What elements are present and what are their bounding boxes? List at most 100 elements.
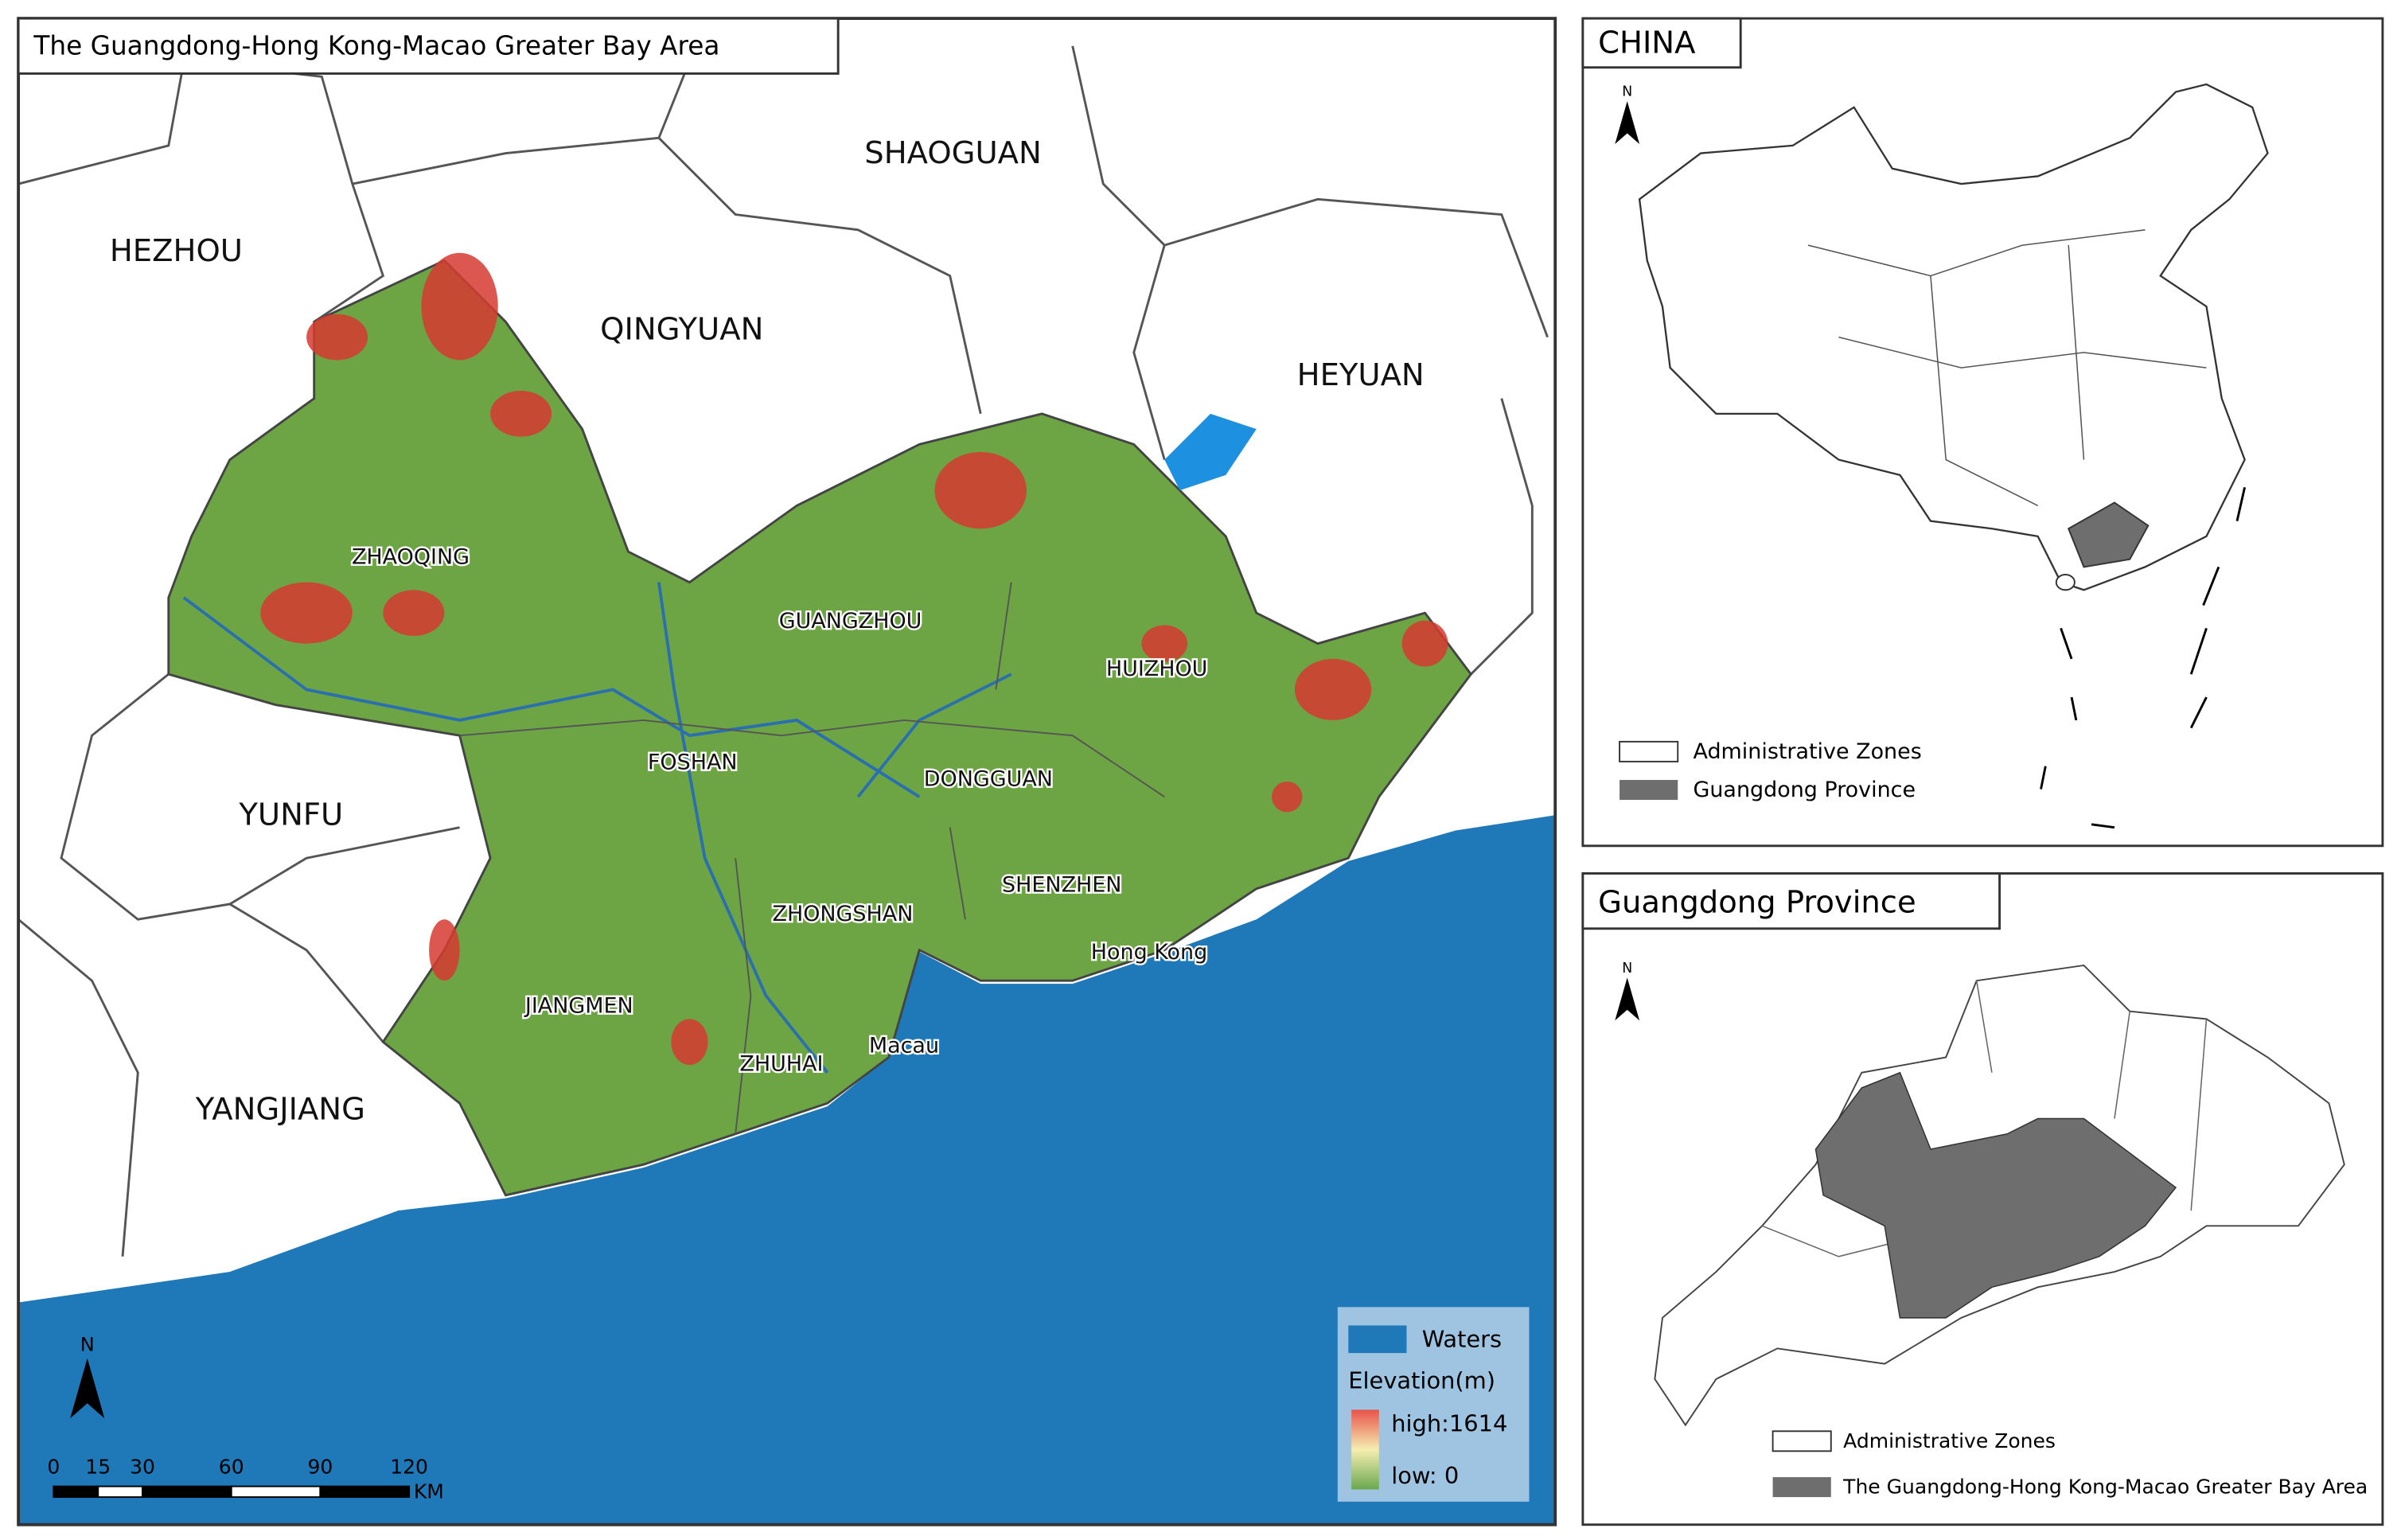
high-elevation: [306, 314, 368, 361]
district-boundary: [2114, 1011, 2130, 1119]
district-boundary: [735, 858, 752, 1134]
boundary: [18, 918, 139, 1257]
boundary: [18, 60, 385, 323]
province-boundary: [2068, 245, 2085, 460]
city-label: HUIZHOU: [1106, 657, 1208, 681]
bay-area: [167, 259, 1473, 1197]
city-label: GUANGZHOU: [779, 609, 922, 634]
scale-label: 60: [219, 1455, 244, 1478]
boundary: [352, 60, 691, 185]
boundary: [1470, 398, 1534, 676]
dashed-boundary: [2040, 766, 2047, 789]
high-elevation: [260, 582, 353, 644]
legend-label: Administrative Zones: [1693, 739, 1921, 764]
province-boundary: [1930, 275, 2039, 507]
legend-label: Waters: [1422, 1326, 1502, 1353]
legend-swatch: [1619, 740, 1679, 762]
dashed-boundary: [2202, 566, 2220, 606]
city-label: YUNFU: [238, 797, 343, 833]
reservoir: [1164, 413, 1257, 491]
scale-segment: [97, 1485, 144, 1499]
island: [2055, 574, 2076, 591]
city-label: QINGYUAN: [600, 311, 763, 347]
legend-label: The Guangdong-Hong Kong-Macao Greater Ba…: [1842, 1476, 2368, 1499]
high-elevation: [383, 590, 445, 637]
district-boundary: [995, 582, 1012, 690]
scale-segment: [230, 1485, 322, 1499]
guangdong-highlight: [2067, 501, 2150, 568]
scale-segment: [142, 1485, 232, 1499]
city-label: ZHONGSHAN: [772, 902, 913, 926]
scale-segment: [319, 1485, 411, 1499]
district-boundary: [459, 719, 1165, 797]
river: [856, 673, 1012, 798]
high-elevation: [421, 252, 498, 361]
city-label: JIANGMEN: [524, 993, 633, 1018]
city-label: SHAOGUAN: [864, 135, 1042, 171]
inset-title: CHINA: [1598, 25, 1696, 60]
north-label: N: [80, 1332, 95, 1355]
legend-gradient: [1351, 1409, 1379, 1490]
bay-area-highlight: [1814, 1071, 2177, 1319]
boundary: [229, 903, 384, 1043]
scale-unit: KM: [414, 1480, 444, 1503]
dashed-boundary: [2091, 823, 2115, 829]
north-label: N: [1622, 84, 1632, 100]
district-boundary: [1975, 981, 1993, 1073]
boundary: [657, 137, 982, 415]
high-elevation: [1401, 620, 1448, 667]
scale-label: 30: [130, 1455, 155, 1478]
district-boundary: [2190, 1019, 2208, 1211]
city-label: ZHAOQING: [352, 544, 470, 569]
city-label: ZHUHAI: [739, 1052, 823, 1077]
title-box: [1581, 872, 2001, 930]
city-label: YANGJIANG: [195, 1091, 365, 1127]
map-title: The Guangdong-Hong Kong-Macao Greater Ba…: [33, 31, 719, 61]
legend-swatch: [1620, 780, 1678, 801]
dashed-boundary: [2189, 696, 2208, 729]
river: [182, 596, 921, 798]
legend-swatch: [1772, 1477, 1831, 1498]
high-elevation: [429, 919, 460, 981]
country-outline: [1638, 83, 2269, 591]
scale-label: 0: [47, 1455, 60, 1478]
legend-label: low: 0: [1391, 1462, 1459, 1489]
city-label: Macau: [869, 1034, 939, 1059]
city-label: Hong Kong: [1091, 940, 1207, 965]
boundary: [60, 673, 460, 921]
high-elevation: [1294, 658, 1372, 720]
city-label: HEYUAN: [1297, 357, 1425, 393]
north-arrow: [1615, 977, 1640, 1021]
district-boundary: [1761, 1225, 1900, 1257]
legend-label: Guangdong Province: [1693, 778, 1916, 802]
city-label: FOSHAN: [648, 750, 738, 774]
dashed-boundary: [2235, 486, 2247, 521]
dashed-boundary: [2060, 627, 2073, 660]
high-elevation: [934, 451, 1027, 529]
legend-waters-swatch: [1348, 1325, 1407, 1354]
dashed-boundary: [2189, 627, 2208, 675]
scale-label: 90: [307, 1455, 333, 1478]
north-arrow: [70, 1358, 105, 1419]
scale-label: 120: [390, 1455, 428, 1478]
inset-title: Guangdong Province: [1598, 884, 1916, 920]
city-label: DONGGUAN: [924, 767, 1053, 792]
city-label: SHENZHEN: [1002, 872, 1121, 897]
district-boundary: [949, 827, 966, 920]
province-boundary: [1838, 336, 2207, 368]
scale-label: 15: [85, 1455, 111, 1478]
high-elevation: [1141, 625, 1188, 662]
high-elevation: [490, 390, 552, 437]
province-boundary: [1807, 229, 2146, 277]
north-label: N: [1622, 961, 1632, 977]
boundary: [1163, 197, 1549, 338]
legend-swatch: [1772, 1430, 1832, 1452]
north-arrow: [1615, 101, 1640, 145]
title-box: [17, 17, 840, 75]
legend-label: high:1614: [1391, 1410, 1507, 1437]
high-elevation: [1272, 781, 1303, 813]
river: [657, 582, 829, 1074]
legend-title: Elevation(m): [1348, 1367, 1495, 1394]
